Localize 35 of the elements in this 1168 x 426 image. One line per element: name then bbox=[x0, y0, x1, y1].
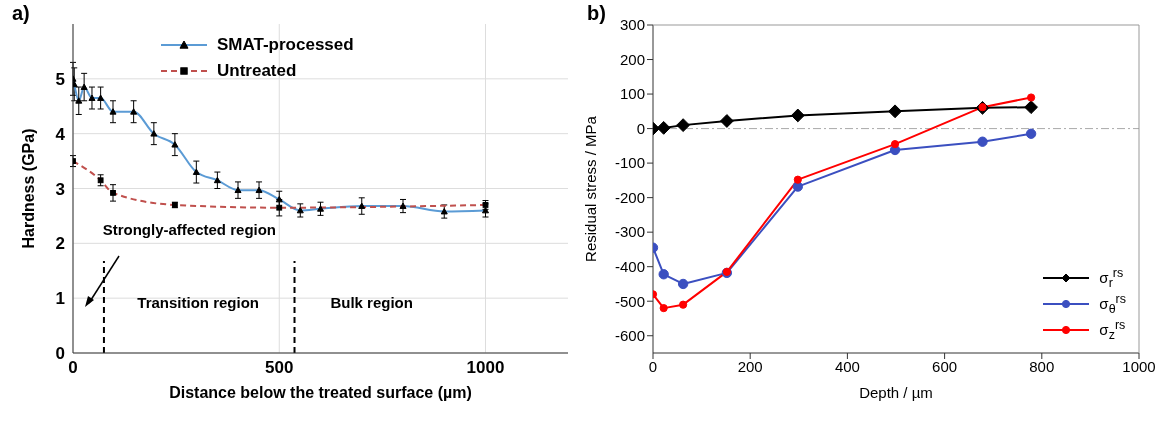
y-tick-label: 2 bbox=[55, 234, 65, 254]
y-axis-title: Hardness (GPa) bbox=[19, 128, 37, 249]
x-tick-label: 1000 bbox=[1122, 357, 1156, 375]
x-axis-title: Distance below the treated surface (µm) bbox=[169, 384, 472, 401]
x-tick-label: 1000 bbox=[466, 358, 505, 378]
x-tick-label: 0 bbox=[648, 357, 658, 375]
y-tick-label: -200 bbox=[614, 188, 645, 206]
x-tick-label: 400 bbox=[834, 357, 860, 375]
annotation: Bulk region bbox=[330, 293, 413, 311]
y-axis-title: Residual stress / MPa bbox=[582, 115, 600, 262]
y-tick-label: 300 bbox=[619, 16, 645, 34]
y-tick-label: 100 bbox=[619, 85, 645, 103]
y-tick-label: 1 bbox=[55, 289, 65, 309]
chart-title: b) bbox=[587, 2, 606, 25]
annotation: Transition region bbox=[137, 293, 260, 311]
x-tick-label: 600 bbox=[932, 357, 958, 375]
legend-label: Untreated bbox=[217, 61, 297, 81]
x-tick-label: 500 bbox=[265, 358, 294, 378]
y-tick-label: 3 bbox=[55, 179, 65, 199]
x-tick-label: 200 bbox=[737, 357, 763, 375]
y-tick-label: 200 bbox=[619, 50, 645, 68]
y-tick-label: -300 bbox=[614, 223, 645, 241]
legend-label: SMAT-processed bbox=[217, 35, 354, 55]
y-tick-label: 5 bbox=[55, 69, 65, 89]
y-tick-label: -600 bbox=[614, 327, 645, 345]
y-tick-label: -400 bbox=[614, 258, 645, 276]
x-tick-label: 0 bbox=[68, 358, 78, 378]
y-tick-label: -500 bbox=[614, 292, 645, 310]
y-tick-label: 4 bbox=[55, 124, 66, 144]
x-tick-label: 800 bbox=[1029, 357, 1055, 375]
x-axis-title: Depth / µm bbox=[859, 384, 933, 401]
y-tick-label: 0 bbox=[636, 119, 645, 137]
chart-title: a) bbox=[12, 2, 30, 25]
annotation: Strongly-affected region bbox=[102, 221, 277, 239]
y-tick-label: -100 bbox=[614, 154, 645, 172]
